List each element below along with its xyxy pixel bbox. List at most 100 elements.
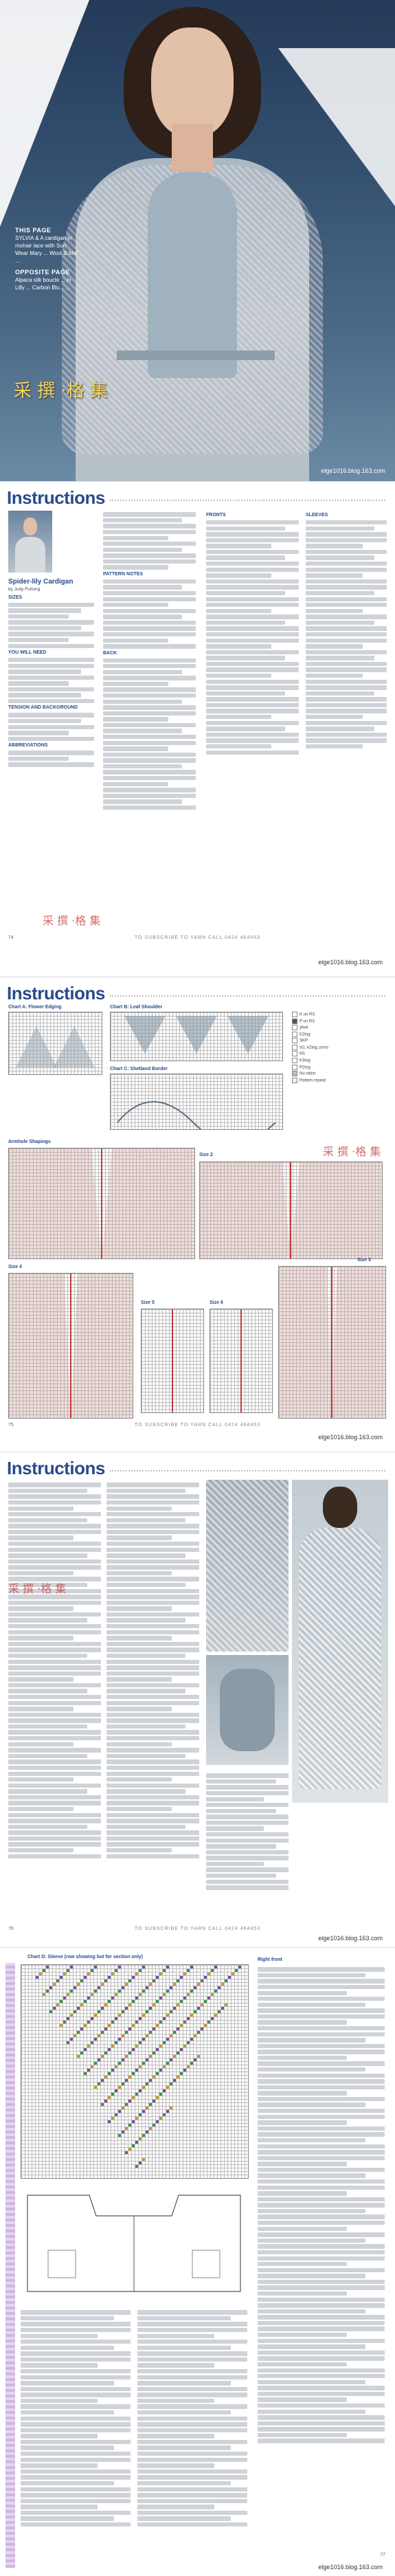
chart-stitch-symbol <box>97 2010 100 2013</box>
chart-stitch-symbol <box>100 1982 104 1986</box>
chart-stitch-symbol <box>121 2010 124 2013</box>
chart-stitch-symbol <box>142 2133 145 2137</box>
chart-stitch-symbol <box>131 1999 135 2003</box>
chart-stitch-symbol <box>169 2034 172 2037</box>
chart-stitch-symbol <box>162 2113 166 2116</box>
chart-stitch-symbol <box>135 2092 138 2096</box>
chart-stitch-symbol <box>76 1982 80 1986</box>
chart-stitch-symbol <box>35 1975 38 1979</box>
instructions-column-bottom-1 <box>21 2309 131 2529</box>
title-dotted-rule <box>110 500 385 501</box>
chart-stitch-symbol <box>176 2051 179 2054</box>
chart-stitch-symbol <box>121 1986 124 1989</box>
chart-stitch-symbol <box>166 2061 169 2065</box>
instructions-page-4-chart-d: Chart D: Sleeve (row showing but for sec… <box>0 1947 395 2576</box>
chart-stitch-symbol <box>121 2106 124 2109</box>
chart-stitch-symbol <box>155 1999 159 2003</box>
chart-stitch-symbol <box>111 2044 114 2047</box>
chart-stitch-symbol <box>155 2023 159 2027</box>
chart-stitch-symbol <box>87 1996 90 1999</box>
right-front-heading: Right front <box>258 1957 282 1962</box>
chart-stitch-symbol <box>221 2006 224 2010</box>
chart-stitch-symbol <box>97 2034 100 2037</box>
chart-stitch-symbol <box>69 1989 73 1992</box>
size-label: Size 3 <box>357 1258 371 1263</box>
chart-stitch-symbol <box>159 1972 162 1975</box>
section-heading: SLEEVES <box>306 513 328 518</box>
legend-item: P on RS <box>292 1018 328 1025</box>
chart-stitch-symbol <box>131 1975 135 1979</box>
size-label: Size 4 <box>8 1265 22 1269</box>
cover-caption: THIS PAGE SYLVIA & A cardigan in mohair … <box>15 227 80 291</box>
chart-stitch-symbol <box>128 1979 131 1982</box>
garment-schematic <box>27 2195 241 2292</box>
chart-stitch-symbol <box>104 2051 107 2054</box>
chart-stitch-symbol <box>148 2006 152 2010</box>
chart-stitch-symbol <box>131 2144 135 2147</box>
page-title: Instructions <box>7 487 105 508</box>
blog-watermark: elge1016.blog.163.com <box>318 2564 383 2571</box>
chart-stitch-symbol <box>207 1972 210 1975</box>
instructions-page-1: Instructions Spider-lily Cardigan by Jud… <box>0 481 395 977</box>
chart-stitch-symbol <box>117 2037 121 2041</box>
chart-stitch-symbol <box>138 2089 142 2092</box>
chart-stitch-symbol <box>138 2161 142 2164</box>
legend-item: No stitch <box>292 1071 328 1078</box>
chart-stitch-symbol <box>38 1972 42 1975</box>
legend-label: K3tog <box>300 1058 311 1063</box>
chart-stitch-symbol <box>172 1982 176 1986</box>
pattern-author: by Judy Furlong <box>8 586 41 592</box>
legend-item: M1 <box>292 1051 328 1058</box>
chart-stitch-symbol <box>148 1982 152 1986</box>
chart-stitch-symbol <box>142 2109 145 2113</box>
chart-stitch-symbol <box>162 2065 166 2068</box>
chart-stitch-symbol <box>148 2102 152 2106</box>
chart-stitch-symbol <box>66 2041 69 2044</box>
chart-stitch-symbol <box>169 2106 172 2109</box>
pattern-name: Spider-lily Cardigan <box>8 578 74 586</box>
chart-stitch-symbol <box>93 1965 97 1968</box>
chart-stitch-symbol <box>152 2027 155 2030</box>
legend-label: sl1, k2tog, psso <box>300 1045 328 1050</box>
model-neck <box>172 124 213 172</box>
chart-stitch-symbol <box>169 2058 172 2061</box>
chart-stitch-symbol <box>121 2058 124 2061</box>
chart-stitch-symbol <box>224 1979 227 1982</box>
chart-stitch-symbol <box>128 2075 131 2078</box>
chart-stitch-symbol <box>52 1982 56 1986</box>
chart-stitch-symbol <box>162 2089 166 2092</box>
legend-swatch <box>292 1018 297 1024</box>
instructions-column-bottom-2 <box>137 2309 247 2529</box>
armhole-shape-5 <box>172 1309 173 1412</box>
blog-watermark: elge1016.blog.163.com <box>318 959 383 966</box>
chart-stitch-symbol <box>231 1972 234 1975</box>
decorative-white-shape <box>0 0 89 227</box>
chart-stitch-symbol <box>100 2102 104 2106</box>
chart-stitch-symbol <box>107 2120 111 2123</box>
chart-stitch-symbol <box>142 1989 145 1992</box>
chart-stitch-symbol <box>114 1992 117 1996</box>
seal-stamp: 采 撰 ·格 集 <box>8 1582 67 1595</box>
chart-stitch-symbol <box>166 2109 169 2113</box>
chart-stitch-symbol <box>69 2013 73 2017</box>
chart-stitch-symbol <box>196 2054 200 2058</box>
chart-stitch-symbol <box>83 1999 87 2003</box>
chart-stitch-symbol <box>183 1972 186 1975</box>
chart-stitch-symbol <box>131 2096 135 2099</box>
section-heading: BACK <box>103 650 117 656</box>
legend-label: K on RS <box>300 1012 315 1017</box>
chart-stitch-symbol <box>59 2023 63 2027</box>
chart-stitch-symbol <box>138 1968 142 1972</box>
chart-stitch-symbol <box>238 1965 241 1968</box>
legend-swatch <box>292 1025 297 1031</box>
chart-stitch-symbol <box>190 2013 193 2017</box>
chart-stitch-symbol <box>176 2075 179 2078</box>
chart-stitch-symbol <box>179 1999 183 2003</box>
legend-item: K on RS <box>292 1012 328 1019</box>
chart-stitch-symbol <box>97 2058 100 2061</box>
page-number: 77 <box>380 2553 385 2557</box>
chart-stitch-symbol <box>100 2006 104 2010</box>
chart-stitch-symbol <box>186 2065 190 2068</box>
chart-stitch-symbol <box>117 2133 121 2137</box>
chart-stitch-symbol <box>200 2003 203 2006</box>
